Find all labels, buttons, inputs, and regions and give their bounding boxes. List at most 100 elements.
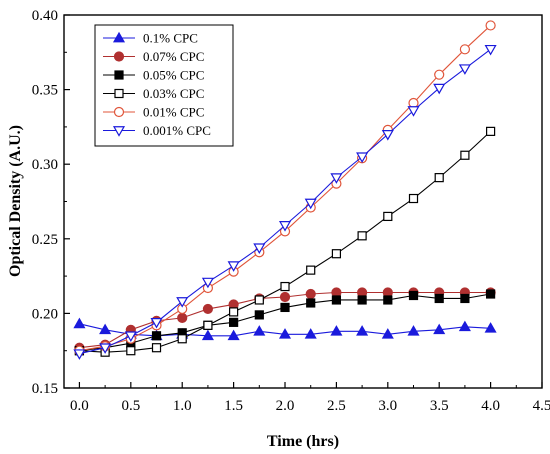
data-point — [331, 295, 342, 305]
data-point — [202, 303, 214, 315]
data-point — [331, 249, 342, 259]
data-point — [227, 329, 240, 341]
data-point — [201, 277, 214, 289]
data-point — [278, 328, 292, 339]
x-tick-label: 2.0 — [276, 398, 295, 414]
data-point — [408, 290, 419, 301]
data-point — [486, 289, 496, 299]
data-point — [486, 126, 496, 136]
data-point — [407, 106, 420, 117]
data-point — [330, 325, 343, 336]
legend-marker — [112, 126, 126, 137]
legend-label: 0.03% CPC — [143, 86, 204, 101]
legend-label: 0.001% CPC — [143, 123, 211, 138]
series — [74, 126, 496, 357]
data-point — [227, 261, 240, 272]
data-point — [485, 20, 496, 31]
data-point — [458, 64, 471, 75]
data-point — [381, 130, 394, 141]
data-point — [306, 298, 316, 308]
x-tick-label: 3.5 — [430, 398, 449, 414]
data-point — [304, 328, 317, 339]
data-point — [460, 150, 470, 160]
data-point — [201, 329, 214, 341]
data-point — [73, 317, 86, 329]
data-point — [357, 231, 367, 241]
data-point — [253, 325, 266, 336]
legend-marker — [112, 31, 126, 43]
data-point — [484, 322, 497, 333]
series-line — [79, 293, 491, 352]
data-point — [254, 310, 264, 320]
series — [73, 317, 497, 341]
series-line — [79, 130, 491, 353]
data-point — [433, 323, 446, 335]
x-axis-title: Time (hrs) — [267, 433, 339, 450]
data-point — [434, 173, 444, 183]
x-tick-label: 1.0 — [173, 398, 192, 414]
data-point — [229, 317, 239, 327]
y-tick-label: 0.40 — [32, 8, 58, 24]
data-point — [408, 193, 419, 204]
data-point — [381, 328, 394, 339]
data-point — [151, 331, 162, 341]
data-point — [177, 312, 188, 323]
legend-label: 0.1% CPC — [143, 31, 198, 46]
data-point — [150, 318, 163, 329]
data-point — [383, 211, 393, 222]
data-point — [176, 297, 189, 308]
data-point — [124, 331, 137, 342]
legend-box — [94, 24, 234, 147]
data-point — [407, 325, 420, 336]
legend-label: 0.01% CPC — [143, 105, 204, 120]
x-tick-label: 0.0 — [70, 398, 89, 414]
y-tick-label: 0.20 — [32, 306, 58, 322]
legend-marker — [113, 106, 125, 118]
axis-ticks: 0.0 0.5 1.0 1.5 2.0 2.5 3.0 3.5 4.0 4.5 0.15 0.20 0.… — [32, 8, 550, 414]
y-tick-label: 0.30 — [32, 157, 58, 173]
x-tick-label: 4.5 — [533, 398, 550, 414]
series — [73, 44, 497, 360]
data-point — [254, 295, 264, 305]
data-point — [177, 334, 187, 344]
data-point — [99, 323, 112, 335]
data-point — [484, 44, 497, 56]
data-point — [434, 69, 445, 80]
data-point — [126, 346, 136, 356]
data-point — [306, 265, 316, 275]
x-tick-label: 2.5 — [327, 398, 346, 414]
data-point — [330, 173, 343, 184]
legend: 0.1% CPC 0.07% CPC 0.05% CPC 0.03% CPC 0.01%… — [94, 24, 234, 147]
y-tick-label: 0.25 — [32, 232, 58, 248]
data-point — [304, 198, 317, 210]
data-point — [203, 320, 213, 330]
x-tick-label: 0.5 — [121, 398, 140, 414]
data-point — [458, 320, 471, 332]
series-group — [73, 20, 497, 360]
data-point — [73, 349, 86, 360]
data-point — [305, 288, 316, 300]
x-tick-label: 1.5 — [224, 398, 243, 414]
legend-label: 0.05% CPC — [143, 68, 204, 83]
y-tick-label: 0.35 — [32, 83, 58, 99]
legend-marker — [114, 88, 124, 99]
data-point — [357, 295, 367, 305]
data-point — [151, 343, 162, 353]
legend-marker — [113, 51, 125, 62]
x-tick-label: 4.0 — [481, 398, 500, 414]
data-point — [229, 307, 239, 317]
y-tick-label: 0.15 — [32, 381, 58, 397]
data-point — [433, 83, 446, 95]
data-point — [278, 221, 292, 232]
data-point — [280, 302, 290, 313]
data-point — [460, 293, 470, 304]
data-point — [99, 343, 112, 354]
data-point — [280, 281, 290, 292]
x-tick-label: 3.0 — [378, 398, 397, 414]
data-point — [253, 243, 266, 254]
data-point — [383, 295, 393, 305]
y-axis-title: Optical Density (A.U.) — [7, 125, 24, 277]
data-point — [356, 325, 369, 336]
data-point — [279, 291, 291, 303]
